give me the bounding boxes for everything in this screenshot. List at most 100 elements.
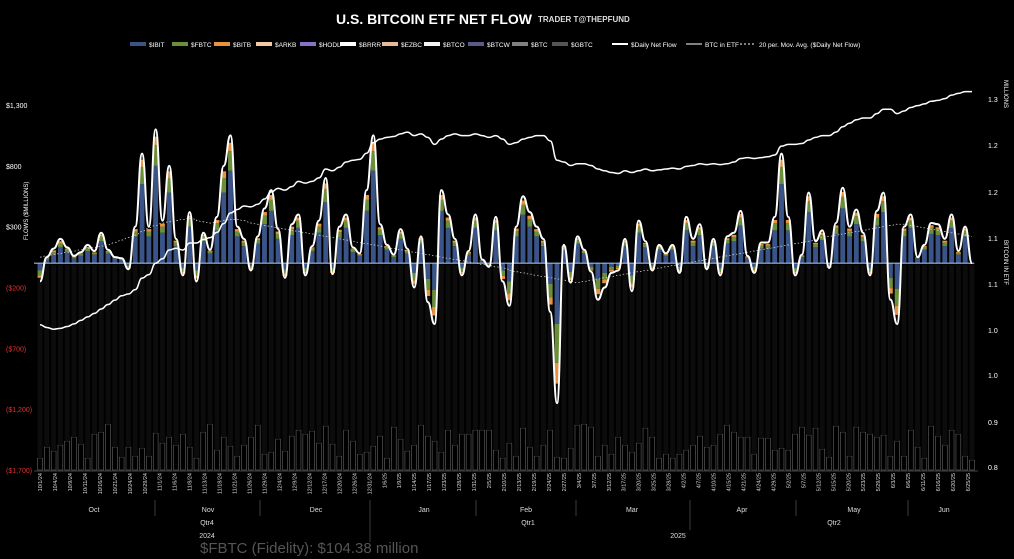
volume-bar-bg (615, 265, 621, 437)
volume-bar-bg (350, 265, 356, 441)
bar-bitb (411, 280, 417, 284)
bar-bitb (57, 241, 63, 244)
volume-bar-bg (581, 265, 587, 424)
volume-bar-bg (908, 265, 914, 430)
bar-ibit (139, 184, 145, 264)
volume-bar-bg (323, 265, 329, 426)
bar-bitb (160, 223, 165, 227)
y-tick-label: ($1,200) (6, 407, 32, 414)
bar-fbtc (228, 151, 233, 171)
x-tick-label: 6/6/25 (906, 473, 912, 488)
bar-bitb (255, 238, 261, 241)
bar-ibit (194, 263, 199, 271)
bar-bitb (275, 231, 281, 234)
bar-fbtc (316, 226, 322, 233)
volume-bar (431, 440, 438, 471)
bar-bitb (241, 240, 247, 243)
volume-bar-bg (44, 265, 50, 447)
bar-bitb (207, 250, 213, 252)
month-label: Apr (737, 507, 749, 514)
volume-bar (642, 427, 649, 471)
bar-bitb (452, 240, 458, 243)
volume-bar-bg (513, 265, 519, 456)
legend-swatch-btcw (468, 42, 484, 46)
y-tick-label: $800 (6, 164, 22, 171)
bar-ibit (935, 235, 941, 264)
bar-fbtc (540, 242, 546, 247)
bar-ibit (615, 263, 621, 266)
y2-tick-label: 0.9 (988, 420, 998, 427)
volume-bar-bg (248, 265, 254, 437)
bar-bitb (126, 267, 131, 269)
volume-bar-bg (772, 265, 778, 450)
volume-bar (765, 437, 771, 471)
volume-bar (438, 451, 445, 471)
volume-bar-bg (819, 265, 825, 449)
volume-bar (799, 426, 805, 471)
bar-ibit (649, 263, 655, 266)
volume-bar-bg (452, 265, 458, 445)
bar-ibit (751, 263, 757, 267)
bar-ibit (690, 246, 696, 264)
bar-fbtc (432, 289, 438, 307)
volume-bar (350, 440, 356, 471)
volume-bar (887, 455, 894, 471)
volume-bar-bg (745, 265, 750, 437)
volume-bar (914, 446, 921, 471)
volume-bar-bg (119, 265, 125, 457)
volume-bar (309, 430, 315, 471)
bar-fbtc (935, 229, 941, 236)
bar-bitb (418, 238, 424, 241)
bar-fbtc (241, 242, 247, 247)
volume-bar (840, 431, 846, 471)
x-tick-label: 10/4/24 (53, 473, 59, 491)
bar-ibit (574, 243, 580, 264)
bar-fbtc (806, 201, 812, 213)
bar-bitb (840, 191, 846, 197)
volume-bar-bg (887, 265, 893, 456)
daily-net-flow-line (39, 128, 973, 405)
volume-bar (397, 438, 404, 471)
volume-bar-bg (568, 265, 574, 448)
bar-ibit (955, 254, 961, 264)
bar-bitb (785, 219, 791, 224)
volume-bar-bg (404, 265, 410, 451)
bar-bitb (513, 228, 519, 231)
bar-fbtc (85, 247, 91, 251)
bar-fbtc (609, 266, 614, 270)
x-tick-label: 2/10/25 (502, 473, 508, 491)
bar-ibit (806, 212, 812, 264)
bar-bitb (779, 159, 784, 168)
volume-bar (867, 433, 873, 471)
quarter-label: Qtr2 (827, 520, 841, 527)
bar-fbtc (847, 230, 852, 237)
bar-bitb (466, 251, 472, 253)
volume-bar-bg (234, 265, 240, 456)
bar-ibit (234, 236, 240, 264)
x-tick-label: 5/20/25 (846, 473, 852, 491)
volume-bar-bg (643, 265, 648, 428)
bar-fbtc (207, 251, 213, 254)
x-tick-label: 3/20/25 (637, 473, 643, 491)
volume-bar (547, 429, 553, 471)
volume-bar (425, 435, 431, 471)
bar-bitb (200, 234, 206, 237)
bar-fbtc (282, 269, 288, 274)
volume-bar (465, 433, 472, 471)
bar-ibit (867, 263, 873, 269)
bar-bitb (506, 293, 512, 301)
volume-bar-bg (112, 265, 118, 447)
volume-bar-bg (275, 265, 281, 439)
volume-bar-bg (37, 265, 43, 458)
bar-fbtc (64, 249, 70, 253)
x-tick-label: 6/11/25 (921, 473, 927, 491)
x-tick-label: 11/1/24 (158, 473, 164, 491)
bar-bitb (867, 271, 873, 274)
volume-bar-bg (200, 265, 206, 432)
x-tick-label: 10/11/24 (83, 473, 89, 494)
bar-ibit (711, 246, 716, 264)
volume-bar (676, 453, 683, 471)
bar-bitb (711, 240, 716, 243)
x-tick-label: 11/18/24 (218, 473, 224, 494)
volume-bar (601, 444, 608, 471)
